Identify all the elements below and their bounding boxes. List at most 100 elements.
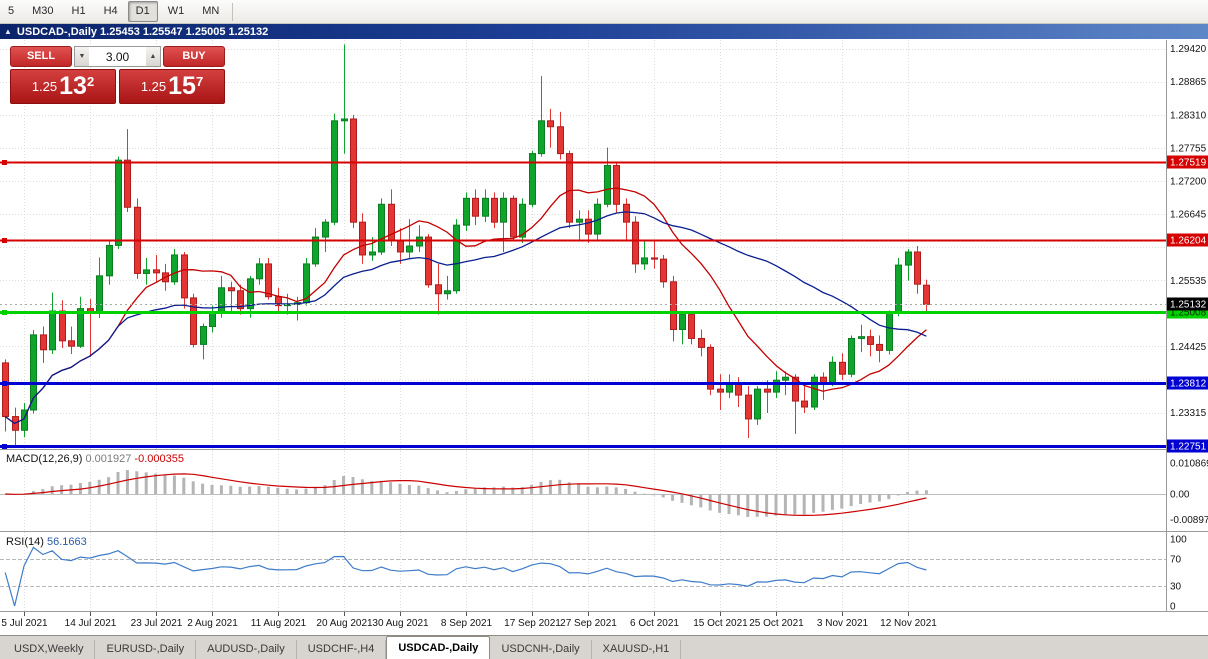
macd-bar: [78, 482, 82, 494]
line-handle: [2, 160, 7, 165]
hline-1-22751[interactable]: [0, 444, 1166, 449]
macd-bar: [783, 494, 787, 515]
hline-1-23812[interactable]: [0, 381, 1166, 386]
candle-body: [181, 254, 188, 299]
candle-body: [153, 269, 160, 274]
candle-body: [425, 236, 432, 286]
macd-bar: [567, 482, 571, 494]
candle-body: [228, 287, 235, 292]
macd-bar: [436, 490, 440, 494]
candle-body: [312, 236, 319, 265]
macd-bar: [464, 489, 468, 494]
macd-bar: [887, 494, 891, 500]
macd-bar: [116, 472, 120, 494]
ma-slow-line: [4, 211, 927, 425]
timeframe-button-m30[interactable]: M30: [32, 5, 54, 17]
date-axis-label: 12 Nov 2021: [880, 618, 937, 629]
sell-price-panel[interactable]: 1.25 13 2: [10, 69, 116, 104]
candle-body: [322, 221, 329, 238]
date-axis-label: 23 Jul 2021: [131, 618, 183, 629]
macd-bar: [483, 487, 487, 494]
date-axis-label: 17 Sep 2021: [504, 618, 561, 629]
hline-1-27519[interactable]: [0, 160, 1166, 165]
hline-1-26204[interactable]: [0, 238, 1166, 243]
ask-price-prefix: 1.25: [140, 79, 167, 94]
candle-body: [463, 197, 470, 226]
candle-body: [406, 245, 413, 253]
candle-body: [557, 126, 564, 155]
one-click-collapse-icon[interactable]: ▲: [4, 26, 12, 36]
macd-bar: [755, 494, 759, 517]
bid-price-big: 13: [59, 72, 87, 100]
date-axis-label: 27 Sep 2021: [560, 618, 617, 629]
tab-usdcad-daily[interactable]: USDCAD-,Daily: [386, 636, 491, 659]
macd-bar: [107, 477, 111, 494]
candle-body: [764, 388, 771, 393]
candle-body: [2, 362, 9, 418]
price-line-badge-text: 1.23812: [1170, 379, 1207, 390]
candle-body: [341, 118, 348, 122]
macd-bar: [595, 487, 599, 494]
timeframe-button-d1[interactable]: D1: [127, 1, 158, 22]
macd-bar: [539, 481, 543, 494]
macd-bar: [812, 494, 816, 513]
candle-body: [679, 314, 686, 331]
sell-button[interactable]: SELL: [10, 46, 72, 67]
timeframe-button-h1[interactable]: H1: [71, 5, 86, 17]
macd-bar: [708, 494, 712, 511]
macd-bar: [765, 494, 769, 517]
macd-bar: [276, 487, 280, 494]
tab-usdcnh-daily[interactable]: USDCNH-,Daily: [490, 640, 592, 659]
macd-bar: [229, 485, 233, 494]
bid-price-prefix: 1.25: [31, 79, 58, 94]
volume-increase-button[interactable]: ▲: [146, 47, 160, 66]
candle-body: [435, 284, 442, 295]
timeframe-button-5[interactable]: 5: [8, 5, 15, 17]
timeframe-button-h4[interactable]: H4: [103, 5, 118, 17]
tab-xauusd-h1[interactable]: XAUUSD-,H1: [592, 640, 682, 659]
buy-price-panel[interactable]: 1.25 15 7: [119, 69, 225, 104]
candle-body: [59, 310, 66, 342]
candle-body: [472, 197, 479, 217]
candle-body: [792, 376, 799, 402]
macd-bar: [924, 490, 928, 494]
candle-body: [256, 263, 263, 280]
macd-bar: [144, 472, 148, 494]
candle-body: [707, 346, 714, 390]
macd-bar: [577, 484, 581, 494]
timeframe-button-w1[interactable]: W1: [167, 5, 185, 17]
candle-body: [106, 244, 113, 277]
candle-body: [96, 275, 103, 314]
candle-body: [858, 336, 865, 339]
candle-body: [632, 221, 639, 265]
tab-audusd-daily[interactable]: AUDUSD-,Daily: [196, 640, 297, 659]
candle-body: [895, 264, 902, 314]
hline-1-25008[interactable]: [0, 310, 1166, 315]
line-handle: [2, 310, 7, 315]
timeframe-button-mn[interactable]: MN: [202, 5, 220, 17]
macd-bar: [304, 488, 308, 494]
tab-usdchf-h4[interactable]: USDCHF-,H4: [297, 640, 387, 659]
candle-body: [811, 376, 818, 408]
volume-input[interactable]: [89, 47, 146, 66]
macd-bar: [191, 481, 195, 494]
macd-bar: [520, 487, 524, 494]
macd-bar: [642, 493, 646, 495]
tab-usdx-weekly[interactable]: USDX,Weekly: [3, 640, 96, 659]
candle-body: [359, 221, 366, 256]
toolbar-separator: [232, 2, 234, 21]
candle-body: [265, 263, 272, 298]
volume-decrease-button[interactable]: ▼: [75, 47, 89, 66]
candle-body: [68, 340, 75, 347]
price-scale-label: 1.29420: [1170, 44, 1207, 55]
candle-body: [444, 290, 451, 295]
date-axis-label: 14 Jul 2021: [65, 618, 117, 629]
date-axis-label: 25 Oct 2021: [749, 618, 804, 629]
buy-button[interactable]: BUY: [163, 46, 225, 67]
ma-fast-line: [4, 187, 927, 425]
candle-body: [914, 251, 921, 285]
date-axis-label: 15 Oct 2021: [693, 618, 748, 629]
macd-bar: [154, 473, 158, 494]
tab-eurusd-daily[interactable]: EURUSD-,Daily: [95, 640, 197, 659]
